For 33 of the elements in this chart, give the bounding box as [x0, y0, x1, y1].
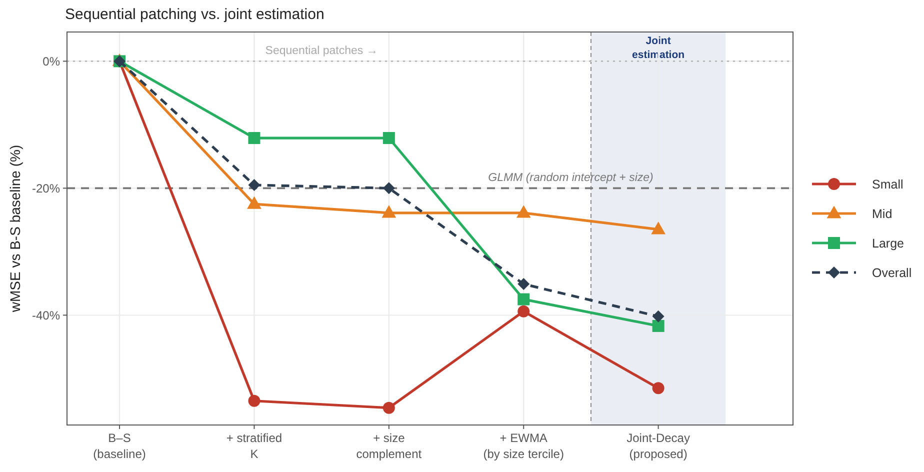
point — [382, 182, 395, 194]
chart-title: Sequential patching vs. joint estimation — [65, 6, 324, 23]
point — [518, 293, 530, 306]
x-tick-label: + size complement — [356, 431, 422, 461]
point — [248, 132, 260, 144]
point — [651, 222, 666, 234]
y-tick-label: 0% — [42, 54, 60, 68]
point — [652, 382, 664, 394]
point — [248, 179, 260, 192]
ref-line-label: GLMM (random intercept + size) — [488, 172, 654, 184]
point — [382, 205, 396, 218]
y-tick-label: -20% — [32, 181, 60, 196]
legend-label: Mid — [872, 206, 892, 221]
point — [382, 132, 395, 144]
point — [652, 310, 664, 322]
y-tick-label: -40% — [32, 308, 60, 322]
point — [516, 205, 531, 218]
x-tick-label: + EWMA (by size tercile) — [483, 431, 564, 461]
ref-line-label: Sequential patches → — [265, 45, 378, 58]
x-tick-label: B–S (baseline) — [93, 431, 146, 461]
y-axis-title: wMSE vs B-S baseline (%) — [7, 144, 23, 314]
legend-label: Small — [872, 177, 904, 192]
point — [518, 278, 530, 290]
point — [652, 320, 664, 332]
point — [382, 402, 395, 414]
point — [248, 394, 260, 407]
point — [518, 305, 530, 318]
annotation: Joint estimation — [632, 35, 685, 61]
x-tick-label: + stratified K — [226, 431, 282, 461]
legend-label: Large — [872, 236, 904, 250]
point — [247, 196, 262, 209]
legend-label: Overall — [872, 266, 912, 280]
x-tick-label: Joint-Decay (proposed) — [626, 431, 690, 461]
